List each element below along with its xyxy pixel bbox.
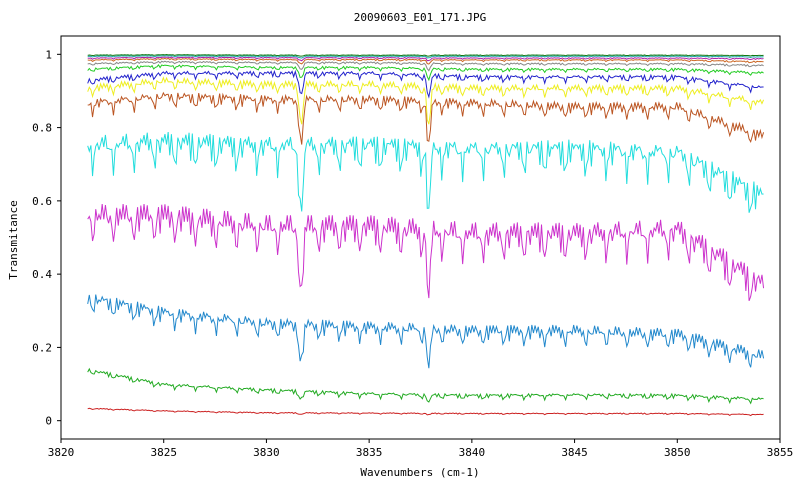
series-layer (87, 54, 765, 417)
series-line-4 (87, 131, 764, 213)
series-line-6 (87, 76, 765, 125)
series-line-2 (87, 294, 765, 369)
x-axis: 3820 3825 3830 3835 3840 3845 3850 3855 (48, 439, 794, 459)
series-line-12 (87, 55, 764, 59)
x-tick-label: 3845 (561, 446, 588, 459)
series-line-11 (87, 56, 764, 62)
series-line-8 (87, 64, 764, 82)
x-axis-label: Wavenumbers (cm-1) (360, 466, 479, 479)
series-line-10 (87, 57, 764, 65)
series-line-3 (87, 204, 765, 302)
series-line-7 (87, 69, 764, 99)
y-tick-label: 0.4 (32, 268, 52, 281)
x-tick-label: 3820 (48, 446, 75, 459)
y-tick-label: 1 (45, 48, 52, 61)
y-axis: 0 0.2 0.4 0.6 0.8 1 (32, 48, 61, 428)
x-tick-label: 3825 (150, 446, 177, 459)
x-tick-label: 3840 (459, 446, 486, 459)
x-tick-label: 3850 (664, 446, 691, 459)
x-tick-label: 3830 (253, 446, 280, 459)
y-tick-label: 0 (45, 415, 52, 428)
x-tick-label: 3855 (767, 446, 794, 459)
y-tick-label: 0.6 (32, 195, 52, 208)
y-axis-label: Transmitance (7, 200, 20, 279)
y-tick-label: 0.8 (32, 122, 52, 135)
series-line-13 (87, 54, 764, 57)
chart-title: 20090603_E01_171.JPG (354, 11, 486, 24)
plot-frame (60, 35, 781, 440)
y-tick-label: 0.2 (32, 341, 52, 354)
series-line-5 (87, 91, 765, 145)
x-tick-label: 3835 (356, 446, 383, 459)
series-line-9 (87, 60, 764, 72)
series-line-1 (87, 367, 764, 405)
series-line-0 (87, 407, 764, 417)
